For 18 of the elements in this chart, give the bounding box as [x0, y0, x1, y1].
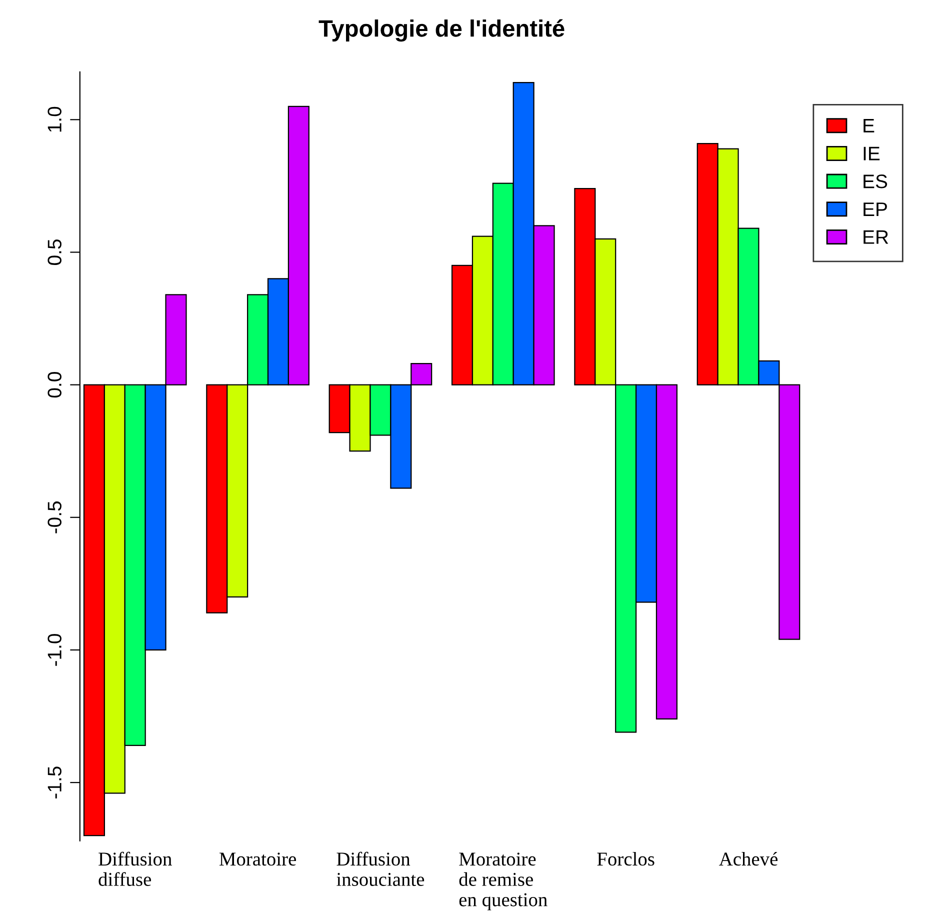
x-tick-label: Forclos: [597, 852, 654, 866]
x-tick-label: Moratoire de remise en question: [459, 852, 548, 910]
x-tick-label: Achevé: [718, 852, 778, 866]
y-tick-label: 0.5: [48, 240, 62, 265]
legend-label: ES: [864, 174, 888, 188]
y-tick-label: 0.0: [48, 372, 62, 398]
legend-label: IE: [864, 146, 880, 160]
y-tick-label: -1.0: [48, 634, 62, 666]
legend-label: E: [864, 119, 874, 132]
legend-label: ER: [864, 230, 888, 244]
legend-label: EP: [864, 202, 887, 216]
x-tick-label: Moratoire: [219, 852, 296, 866]
y-tick-label: -0.5: [48, 501, 62, 534]
y-tick-label: -1.5: [48, 766, 62, 798]
chart-title: Typologie de l'identité: [318, 19, 564, 42]
x-tick-label: Diffusion insouciante: [336, 852, 424, 886]
x-tick-label: Diffusion diffuse: [98, 852, 172, 886]
y-tick-label: 1.0: [48, 106, 62, 132]
